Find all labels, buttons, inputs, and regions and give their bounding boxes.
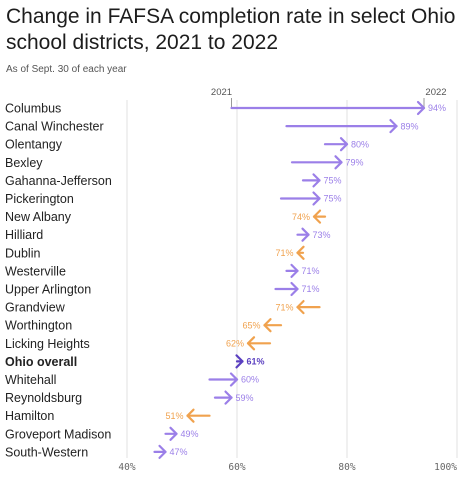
- chart-row: Canal Winchester 89%: [5, 119, 419, 134]
- chart-row: Gahanna-Jefferson 75%: [5, 173, 342, 188]
- arrow-head: [246, 336, 256, 351]
- value-label: 62%: [226, 339, 244, 349]
- arrow-head: [186, 408, 195, 423]
- value-label: 74%: [292, 212, 310, 222]
- value-label: 71%: [302, 284, 320, 294]
- value-label: 51%: [165, 411, 183, 421]
- chart-row: Dublin 71%: [5, 245, 305, 260]
- x-tick-label: 40%: [118, 462, 135, 473]
- value-label: 94%: [428, 103, 446, 113]
- arrow-head: [263, 318, 272, 333]
- chart-row: New Albany 74%: [5, 209, 327, 224]
- value-label: 47%: [170, 447, 188, 457]
- arrow-head: [169, 426, 178, 441]
- row-label: Dublin: [5, 246, 40, 260]
- x-tick-label: 100%: [434, 462, 457, 473]
- row-label: Groveport Madison: [5, 427, 111, 441]
- row-label: Worthington: [5, 319, 72, 333]
- chart-row: South-Western 47%: [5, 444, 188, 459]
- legend-2021-label: 2021: [211, 87, 232, 98]
- chart-row: Olentangy 80%: [5, 137, 369, 152]
- chart-row: Ohio overall 61%: [5, 354, 265, 369]
- chart-subtitle: As of Sept. 30 of each year: [6, 64, 127, 75]
- arrow-head: [158, 444, 167, 459]
- chart-row: Upper Arlington 71%: [5, 281, 320, 297]
- row-label: Reynoldsburg: [5, 391, 82, 405]
- x-tick-label: 60%: [228, 462, 245, 473]
- value-label: 80%: [351, 139, 369, 149]
- value-label: 71%: [275, 302, 293, 312]
- row-label: Whitehall: [5, 373, 56, 387]
- x-tick-label: 80%: [338, 462, 355, 473]
- row-label: Ohio overall: [5, 355, 77, 369]
- arrow-head: [339, 137, 349, 152]
- chart-row: Whitehall 60%: [5, 372, 259, 387]
- value-label: 71%: [275, 248, 293, 258]
- x-axis: 40% 60% 80% 100%: [118, 462, 457, 473]
- arrow-head: [301, 227, 310, 242]
- row-label: Hamilton: [5, 409, 54, 423]
- row-label: New Albany: [5, 210, 72, 224]
- row-label: Gahanna-Jefferson: [5, 174, 112, 188]
- arrow-head: [224, 390, 233, 405]
- value-label: 60%: [241, 375, 259, 385]
- chart-row: Licking Heights 62%: [5, 336, 272, 351]
- gridlines: [126, 100, 458, 458]
- row-label: Licking Heights: [5, 337, 90, 351]
- chart-row: Westerville 71%: [5, 263, 320, 278]
- arrow-head: [312, 173, 321, 188]
- row-label: Columbus: [5, 102, 61, 116]
- chart-row: Columbus 94%: [5, 100, 446, 116]
- row-label: Westerville: [5, 264, 66, 278]
- value-label: 73%: [313, 230, 331, 240]
- arrow-head: [416, 100, 426, 116]
- value-label: 49%: [181, 429, 199, 439]
- chart-row: Pickerington 75%: [5, 191, 342, 206]
- row-label: Canal Winchester: [5, 120, 104, 134]
- row-label: South-Western: [5, 445, 88, 459]
- arrow-head: [229, 372, 239, 387]
- row-label: Upper Arlington: [5, 283, 91, 297]
- row-label: Grandview: [5, 301, 66, 315]
- arrow-head: [296, 245, 305, 260]
- value-label: 75%: [324, 176, 342, 186]
- value-label: 79%: [346, 158, 364, 168]
- chart-row: Reynoldsburg 59%: [5, 390, 254, 405]
- year-headers: 2021 2022: [211, 87, 447, 108]
- chart-row: Groveport Madison 49%: [5, 426, 199, 441]
- arrow-head: [290, 263, 299, 278]
- legend-2022-label: 2022: [425, 87, 446, 98]
- value-label: 89%: [401, 121, 419, 131]
- value-label: 75%: [324, 194, 342, 204]
- value-label: 59%: [236, 393, 254, 403]
- arrow-head: [312, 209, 322, 224]
- arrow-head: [235, 354, 244, 369]
- chart-row: Grandview 71%: [5, 300, 321, 315]
- chart-title: Change in FAFSA completion rate in selec…: [6, 5, 456, 54]
- arrow-head: [334, 155, 343, 170]
- arrow-head: [389, 119, 398, 134]
- chart-row: Worthington 65%: [5, 318, 283, 333]
- value-label: 65%: [242, 320, 260, 330]
- row-label: Olentangy: [5, 138, 63, 152]
- chart-rows: Columbus 94% Canal Winchester 89% Olentangy 8…: [5, 100, 446, 459]
- value-label: 71%: [302, 266, 320, 276]
- row-label: Bexley: [5, 156, 43, 170]
- row-label: Pickerington: [5, 192, 74, 206]
- value-label: 61%: [247, 357, 265, 367]
- arrow-head: [296, 300, 305, 315]
- arrow-head: [290, 281, 299, 297]
- row-label: Hilliard: [5, 228, 43, 242]
- chart-row: Bexley 79%: [5, 155, 364, 170]
- arrow-head: [312, 191, 321, 206]
- chart-row: Hamilton 51%: [5, 408, 211, 423]
- chart-row: Hilliard 73%: [5, 227, 331, 242]
